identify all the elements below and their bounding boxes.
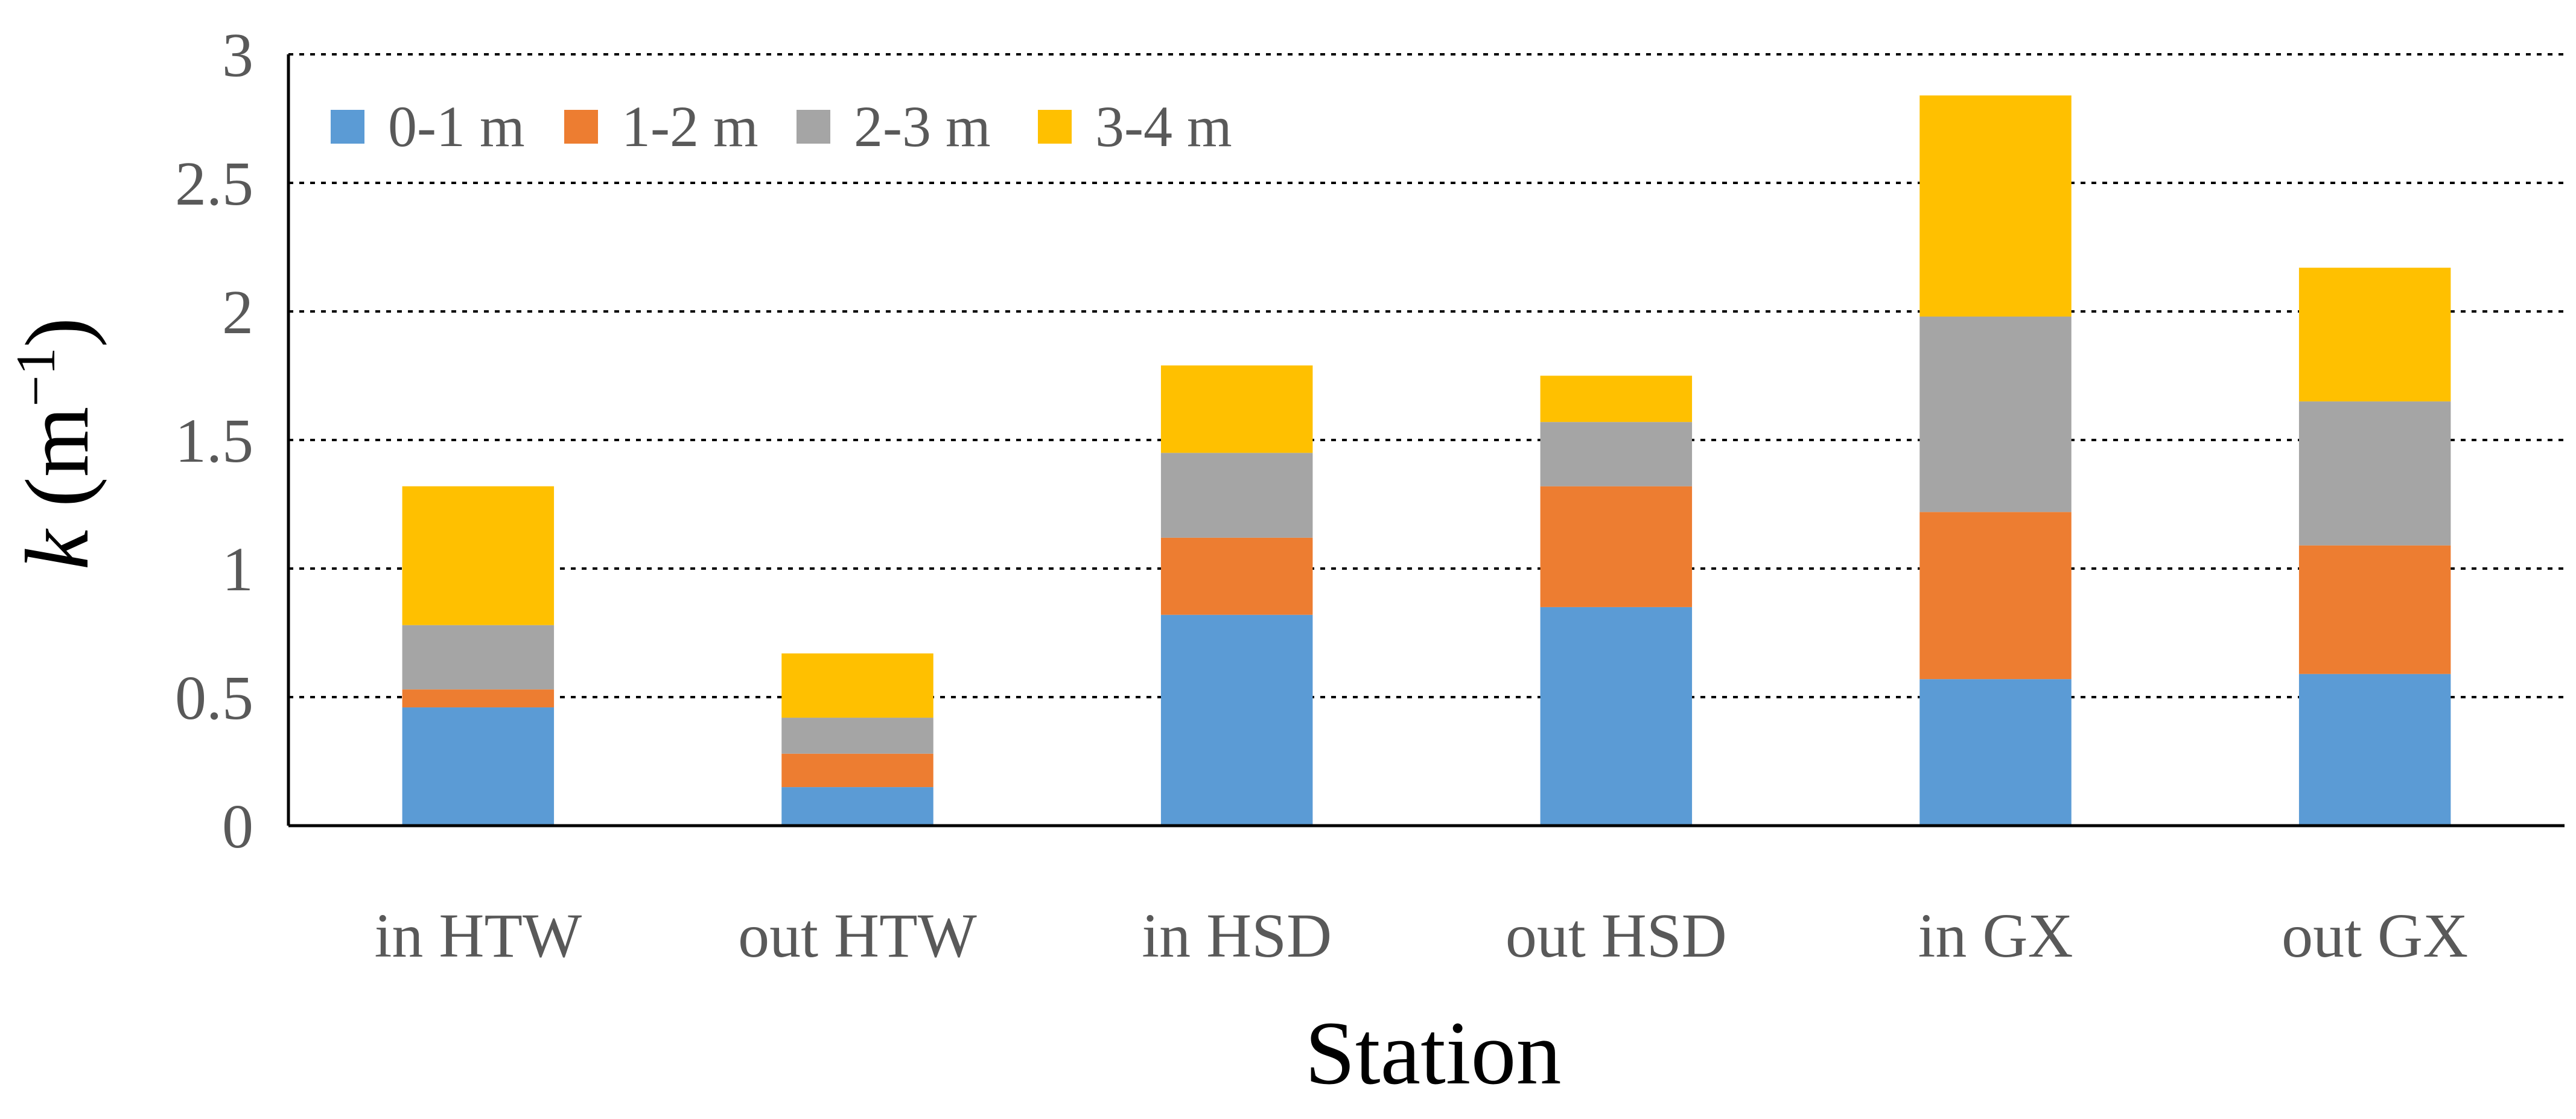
bar-segment (1160, 537, 1313, 615)
legend-swatch (797, 110, 830, 144)
bars (402, 95, 2451, 826)
y-axis-title-variable: k (7, 528, 107, 570)
bar-segment (1919, 679, 2072, 826)
legend-label: 3-4 m (1095, 94, 1232, 159)
bar-segment (1160, 453, 1313, 538)
legend-swatch (564, 110, 598, 144)
bar-segment (2298, 545, 2451, 674)
bar-segment (402, 486, 555, 625)
legend-label: 0-1 m (388, 94, 525, 159)
bar-segment (1919, 95, 2072, 317)
x-tick-label: in GX (1918, 901, 2073, 971)
y-axis-title-unit: (m (7, 407, 107, 530)
y-axis-title-exponent: −1 (5, 348, 66, 407)
y-tick-label: 3 (222, 21, 253, 90)
x-tick-label: out HSD (1506, 901, 1727, 971)
legend-swatch (1038, 110, 1072, 144)
bar-segment (2298, 674, 2451, 826)
legend-label: 1-2 m (622, 94, 758, 159)
x-tick-label: in HSD (1142, 901, 1332, 971)
y-tick-label: 0 (222, 792, 253, 861)
bar-segment (402, 707, 555, 826)
x-tick-label: in HTW (374, 901, 582, 971)
bar-segment (781, 718, 933, 754)
x-tick-label: out GX (2282, 901, 2468, 971)
y-axis-title-close: ) (7, 317, 107, 348)
bar-segment (781, 787, 933, 826)
legend: 0-1 m 1-2 m 2-3 m 3-4 m (331, 94, 1232, 159)
bar-segment (2298, 401, 2451, 546)
y-tick-label: 2.5 (175, 149, 253, 218)
legend-label: 2-3 m (854, 94, 991, 159)
bar-segment (1540, 422, 1693, 486)
y-tick-label: 2 (222, 278, 253, 347)
x-axis-title: Station (1305, 1003, 1561, 1103)
x-tick-label: out HTW (738, 901, 977, 971)
y-tick-label: 1 (222, 535, 253, 604)
bar-segment (781, 653, 933, 718)
bar-segment (1160, 365, 1313, 453)
bar-segment (2298, 267, 2451, 402)
axes (287, 54, 2565, 827)
bar-segment (1540, 607, 1693, 826)
x-tick-labels: in HTW out HTW in HSD out HSD in GX out GX (374, 901, 2468, 971)
y-tick-labels: 0 0.5 1 1.5 2 2.5 3 (175, 21, 253, 861)
bar-segment (1540, 375, 1693, 422)
legend-swatch (331, 110, 364, 144)
bar-segment (402, 625, 555, 690)
bar-segment (781, 753, 933, 788)
y-tick-label: 1.5 (175, 406, 253, 476)
bar-segment (1919, 316, 2072, 512)
bar-segment (1540, 486, 1693, 607)
bar-segment (1160, 614, 1313, 826)
bar-segment (402, 689, 555, 708)
y-axis-title: k (m−1) (5, 317, 107, 570)
y-tick-label: 0.5 (175, 663, 253, 733)
bar-segment (1919, 512, 2072, 680)
